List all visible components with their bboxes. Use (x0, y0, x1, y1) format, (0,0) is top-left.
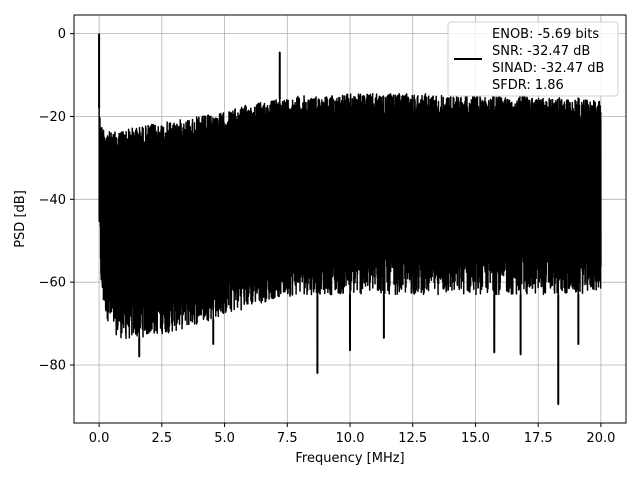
x-tick-label: 2.5 (151, 431, 172, 446)
y-tick-label: −60 (39, 276, 66, 291)
data-layer (98, 33, 602, 406)
x-tick-label: 17.5 (524, 431, 553, 446)
y-tick-label: −40 (39, 193, 66, 208)
x-axis-label: Frequency [MHz] (295, 451, 404, 466)
y-tick-label: −80 (39, 359, 66, 374)
legend-entry-sinad: SINAD: -32.47 dB (492, 61, 604, 76)
legend-box (447, 21, 619, 97)
legend-entry-snr: SNR: -32.47 dB (492, 44, 590, 59)
x-tick-label: 10.0 (336, 431, 365, 446)
legend: ENOB: -5.69 bits SNR: -32.47 dB SINAD: -… (447, 21, 619, 97)
x-tick-label: 7.5 (277, 431, 298, 446)
legend-entry-sfdr: SFDR: 1.86 (492, 78, 564, 93)
y-tick-label: 0 (58, 27, 66, 42)
x-tick-label: 20.0 (586, 431, 615, 446)
x-tick-label: 15.0 (461, 431, 490, 446)
x-tick-label: 5.0 (214, 431, 235, 446)
y-axis-ticks: 0 −20 −40 −60 −80 (39, 27, 74, 374)
legend-entry-enob: ENOB: -5.69 bits (492, 27, 599, 42)
y-axis-label: PSD [dB] (13, 190, 28, 248)
x-tick-label: 0.0 (89, 431, 110, 446)
x-tick-label: 12.5 (398, 431, 427, 446)
x-axis-ticks: 0.0 2.5 5.0 7.5 10.0 12.5 15.0 17.5 20.0 (89, 423, 615, 446)
y-tick-label: −20 (39, 110, 66, 125)
